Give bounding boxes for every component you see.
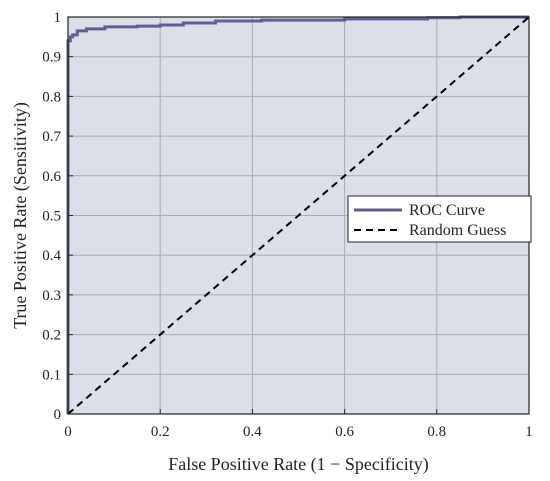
y-tick-label-0: 0 [54, 407, 62, 423]
y-tick-label-6: 0.6 [42, 169, 61, 185]
y-tick-label-1: 0.1 [42, 367, 61, 383]
x-tick-label-1: 0.2 [151, 424, 170, 440]
legend: ROC Curve Random Guess [347, 195, 532, 243]
x-tick-label-3: 0.6 [335, 424, 354, 440]
legend-label-random-guess: Random Guess [409, 222, 506, 239]
x-tick-label-5: 1 [525, 424, 533, 440]
legend-label-roc-curve: ROC Curve [409, 202, 485, 219]
y-tick-label-8: 0.8 [42, 89, 61, 105]
y-tick-label-3: 0.3 [42, 288, 61, 304]
legend-box [347, 195, 532, 243]
y-tick-label-5: 0.5 [42, 209, 61, 225]
y-tick-label-9: 0.9 [42, 50, 61, 66]
y-tick-label-7: 0.7 [42, 129, 61, 145]
y-axis-title: True Positive Rate (Sensitivity) [10, 102, 31, 329]
y-tick-label-4: 0.4 [42, 248, 61, 264]
x-axis-title: False Positive Rate (1 − Specificity) [168, 454, 429, 475]
series-line-roc-curve [66, 15, 529, 414]
grid-lines [68, 17, 529, 414]
x-tick-label-2: 0.4 [243, 424, 262, 440]
y-tick-label-10: 1 [54, 10, 62, 26]
axis-ticks: 0 0.2 0.4 0.6 0.8 1 0 0.1 0.2 0.3 0.4 0.5 0.6 0.7 0.8 0… [42, 10, 533, 440]
series-layer [66, 15, 530, 415]
x-tick-label-4: 0.8 [427, 424, 446, 440]
series-line-random-guess [67, 16, 530, 415]
x-tick-label-0: 0 [64, 424, 72, 440]
y-tick-label-2: 0.2 [42, 328, 61, 344]
